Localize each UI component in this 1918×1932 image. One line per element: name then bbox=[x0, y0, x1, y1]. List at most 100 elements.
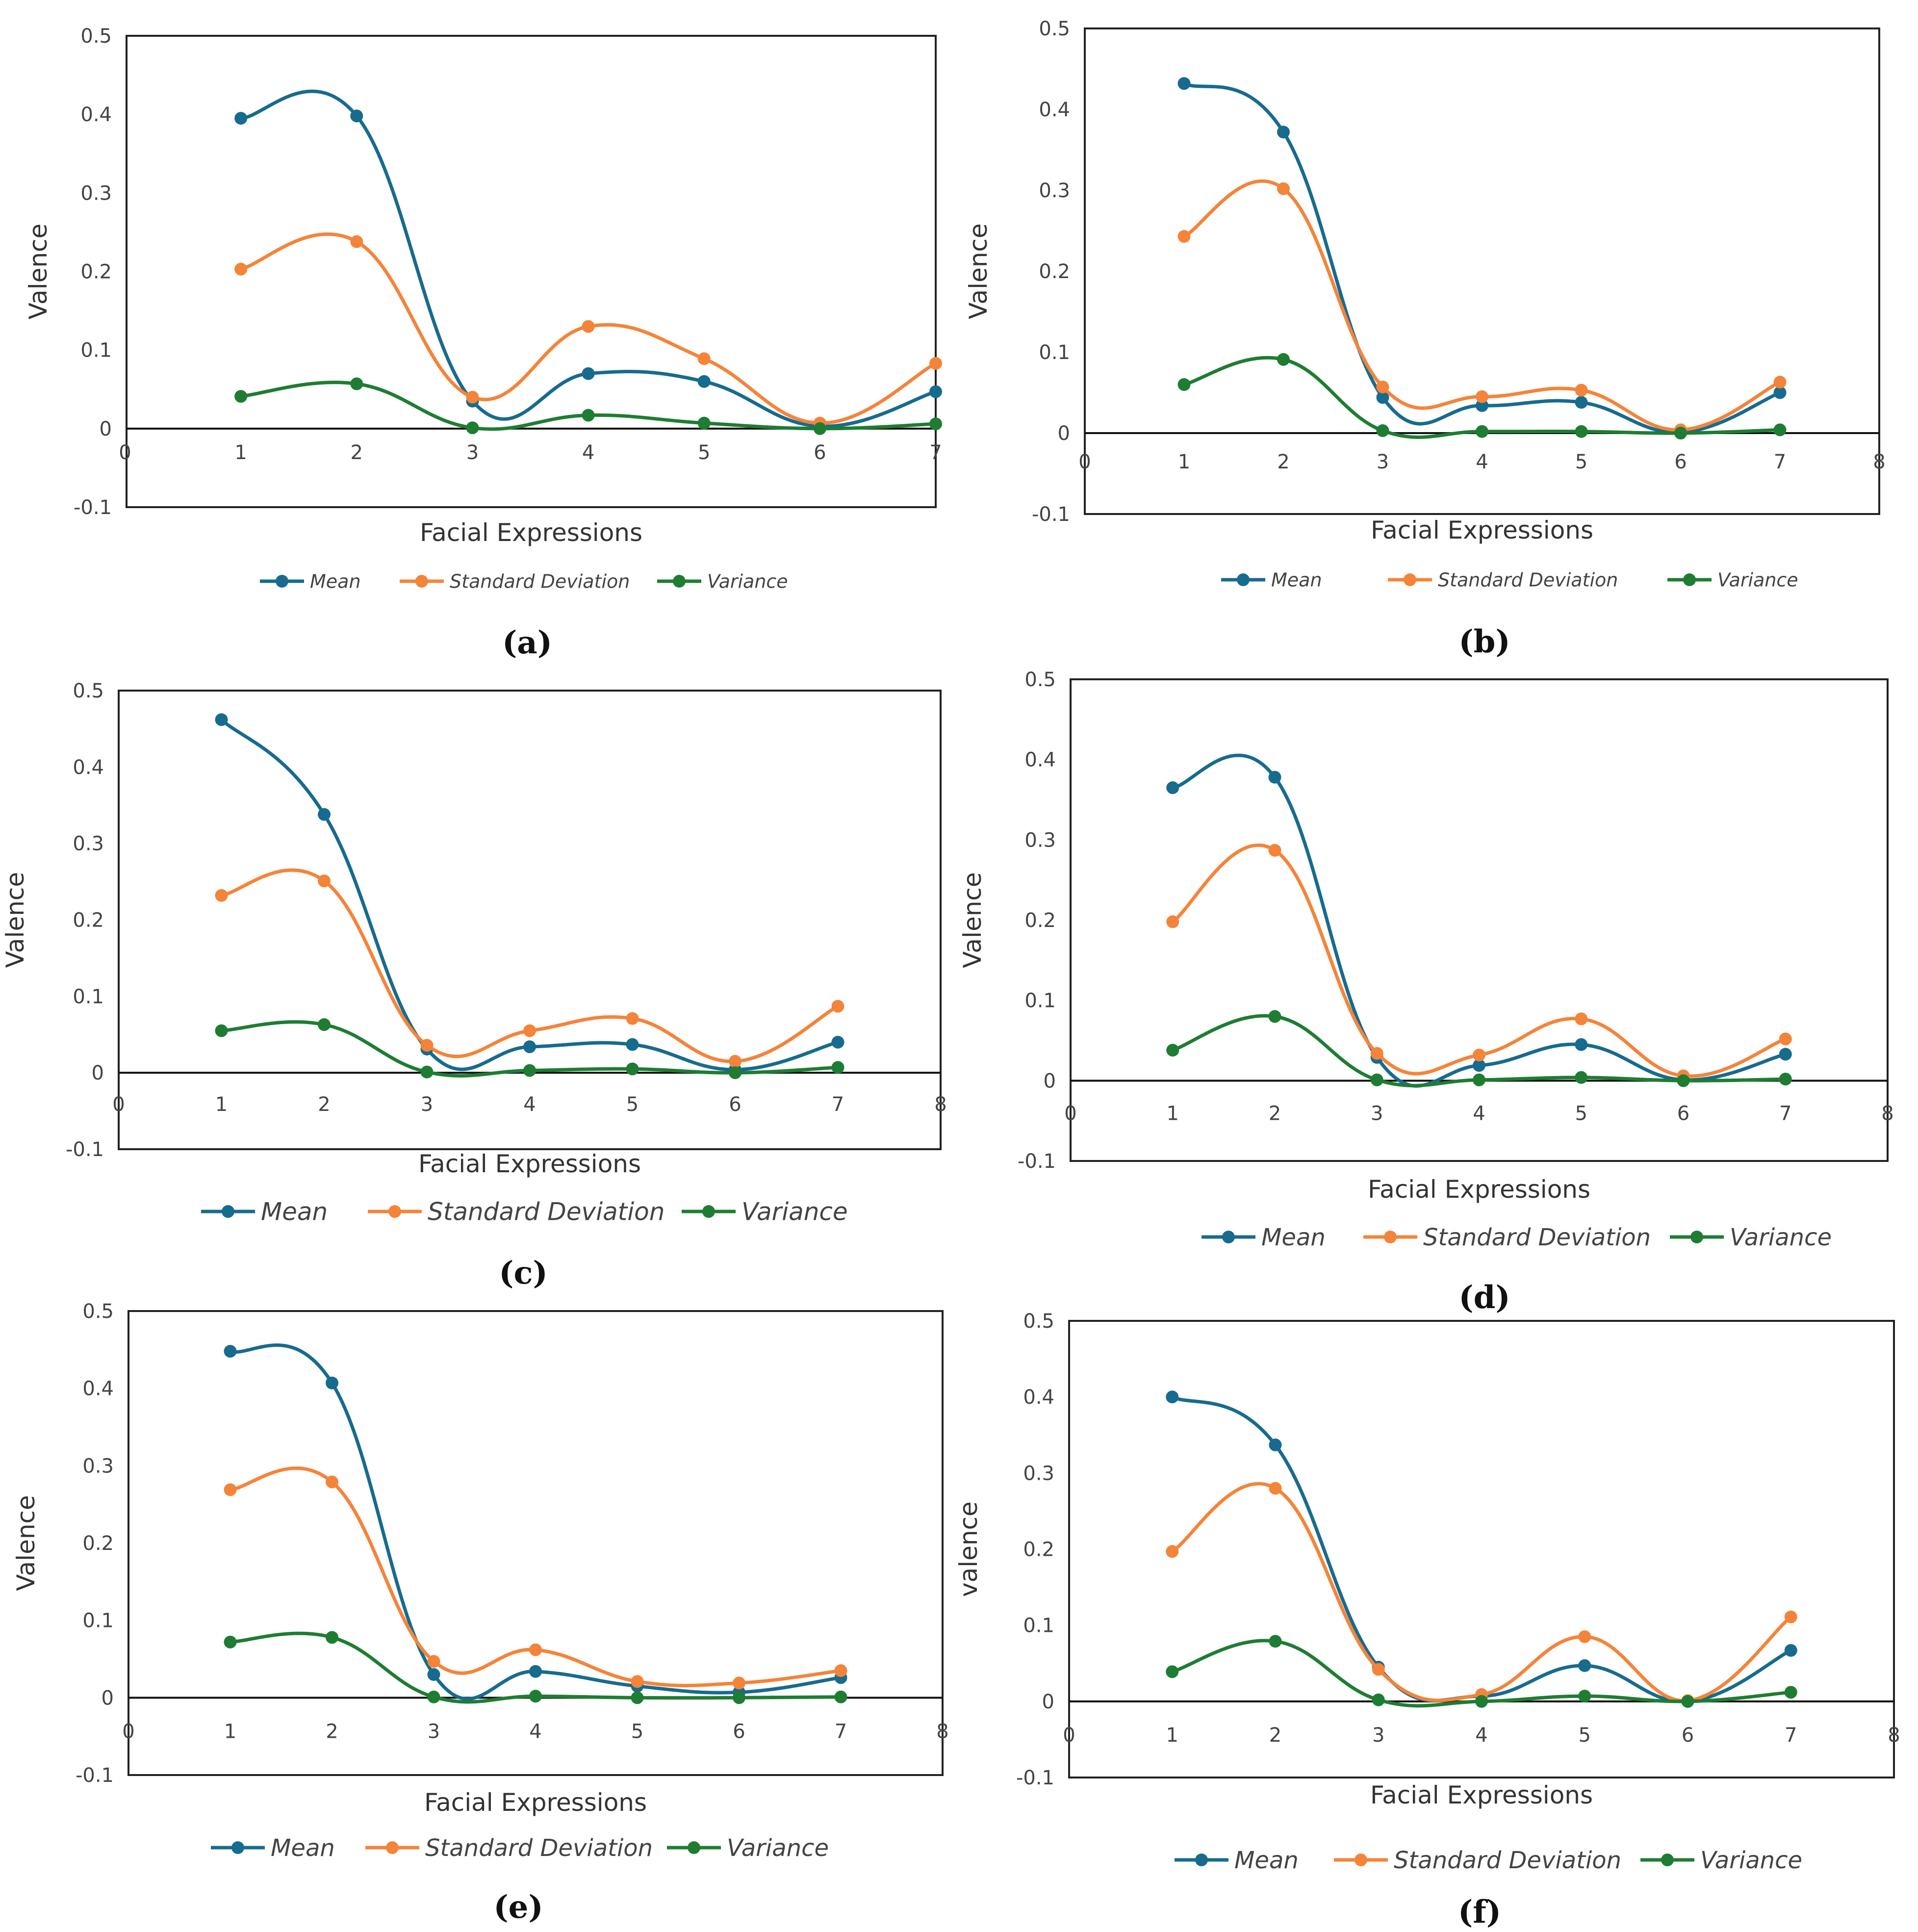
data-point bbox=[215, 713, 228, 726]
x-tick-label: 0 bbox=[112, 1093, 125, 1116]
y-tick-label: 0.4 bbox=[1024, 749, 1056, 772]
legend-marker bbox=[276, 575, 288, 588]
x-tick-label: 4 bbox=[1475, 1724, 1487, 1747]
data-point bbox=[1773, 386, 1787, 399]
chart-1: -0.1 0 0.1 0.2 0.3 0.4 0.5 0 1 2 3 4 5 6 7 8 Facial Expr… bbox=[964, 18, 1886, 660]
data-point bbox=[1784, 1610, 1797, 1623]
legend-marker bbox=[222, 1205, 234, 1218]
x-tick-label: 5 bbox=[1575, 1102, 1587, 1125]
legend-marker bbox=[388, 1205, 401, 1218]
y-tick-label: 0.1 bbox=[73, 985, 104, 1008]
data-point bbox=[813, 422, 826, 435]
x-tick-label: 6 bbox=[814, 441, 826, 464]
x-axis-title: Facial Expressions bbox=[418, 1150, 641, 1178]
data-point bbox=[427, 1655, 440, 1668]
data-point bbox=[529, 1643, 542, 1656]
y-tick-label: 0.3 bbox=[82, 1455, 114, 1477]
x-tick-label: 3 bbox=[1372, 1724, 1384, 1747]
data-point bbox=[1277, 182, 1290, 195]
legend-label: Mean bbox=[1271, 569, 1322, 591]
data-point bbox=[1166, 1044, 1179, 1057]
data-point bbox=[427, 1668, 440, 1681]
x-tick-label: 8 bbox=[1881, 1102, 1893, 1125]
legend-marker bbox=[702, 1205, 715, 1218]
data-point bbox=[697, 375, 711, 388]
legend-label: Standard Deviation bbox=[1423, 1224, 1651, 1251]
legend-marker bbox=[1195, 1854, 1208, 1866]
data-point bbox=[631, 1691, 644, 1704]
chart-4: -0.1 0 0.1 0.2 0.3 0.4 0.5 0 1 2 3 4 5 6 7 8 Facial Expr… bbox=[12, 1300, 949, 1926]
data-point bbox=[582, 409, 595, 422]
data-point bbox=[1575, 1071, 1588, 1084]
data-point bbox=[523, 1024, 536, 1037]
x-tick-label: 1 bbox=[234, 441, 247, 464]
legend-label: Mean bbox=[271, 1834, 335, 1862]
plot-frame bbox=[1070, 678, 1889, 1162]
series-line-1 bbox=[1172, 843, 1787, 1078]
y-tick-label: 0.2 bbox=[80, 261, 112, 283]
x-tick-label: 4 bbox=[1476, 451, 1488, 473]
data-point bbox=[1476, 390, 1488, 403]
x-tick-label: 7 bbox=[1774, 451, 1786, 473]
x-tick-label: 0 bbox=[122, 1720, 134, 1743]
data-point bbox=[1578, 1630, 1591, 1643]
x-tick-label: 2 bbox=[326, 1720, 338, 1743]
legend-marker bbox=[1690, 1231, 1703, 1243]
x-tick-label: 4 bbox=[523, 1093, 536, 1116]
y-tick-label: 0.2 bbox=[73, 909, 104, 932]
data-point bbox=[1269, 1482, 1282, 1495]
y-axis-title: Valence bbox=[964, 223, 993, 319]
data-point bbox=[1575, 384, 1588, 397]
data-point bbox=[1578, 1659, 1591, 1672]
x-axis-title: Facial Expressions bbox=[424, 1788, 647, 1817]
data-point bbox=[350, 377, 363, 390]
data-point bbox=[529, 1665, 542, 1678]
x-tick-label: 4 bbox=[582, 441, 594, 464]
x-tick-label: 6 bbox=[1677, 1102, 1689, 1125]
x-tick-label: 8 bbox=[1873, 451, 1885, 473]
data-point bbox=[420, 1039, 434, 1052]
y-tick-label: 0.1 bbox=[1024, 990, 1056, 1012]
data-point bbox=[1177, 77, 1191, 90]
legend-marker bbox=[1404, 573, 1416, 586]
data-point bbox=[1773, 423, 1787, 437]
legend-label: Standard Deviation bbox=[1394, 1847, 1621, 1874]
x-tick-label: 7 bbox=[1779, 1102, 1791, 1125]
data-point bbox=[929, 417, 942, 431]
y-tick-label: -0.1 bbox=[66, 1138, 104, 1161]
data-point bbox=[733, 1691, 745, 1704]
legend-label: Mean bbox=[310, 570, 361, 592]
x-tick-label: 0 bbox=[1063, 1724, 1075, 1747]
x-tick-label: 2 bbox=[1277, 451, 1289, 473]
y-tick-label: 0 bbox=[1058, 422, 1070, 445]
data-point bbox=[697, 416, 711, 430]
legend-label: Standard Deviation bbox=[1438, 569, 1618, 591]
y-tick-label: 0.5 bbox=[1039, 18, 1070, 40]
y-tick-label: 0 bbox=[1044, 1070, 1056, 1092]
data-point bbox=[1674, 427, 1687, 439]
x-tick-label: 3 bbox=[428, 1720, 440, 1743]
y-axis-title: valence bbox=[954, 1501, 983, 1597]
x-tick-label: 4 bbox=[529, 1720, 541, 1743]
data-point bbox=[1372, 1693, 1385, 1706]
data-point bbox=[1681, 1695, 1694, 1708]
legend-marker bbox=[1683, 573, 1696, 586]
y-axis-title: Valence bbox=[24, 224, 52, 320]
data-point bbox=[1677, 1074, 1690, 1087]
legend-marker bbox=[1222, 1231, 1235, 1243]
data-point bbox=[224, 1344, 237, 1358]
legend-label: Standard Deviation bbox=[425, 1834, 653, 1862]
data-point bbox=[318, 1018, 331, 1031]
y-tick-label: 0.3 bbox=[73, 833, 104, 855]
x-tick-label: 2 bbox=[318, 1093, 330, 1116]
x-tick-label: 0 bbox=[1064, 1102, 1076, 1125]
y-axis-title: Valence bbox=[12, 1495, 40, 1591]
data-point bbox=[234, 112, 248, 125]
data-point bbox=[318, 875, 331, 888]
legend-label: Variance bbox=[1730, 1224, 1832, 1251]
data-point bbox=[631, 1675, 644, 1688]
data-point bbox=[466, 390, 479, 404]
x-tick-label: 0 bbox=[1078, 451, 1091, 473]
data-point bbox=[1476, 399, 1488, 412]
legend-marker bbox=[1237, 573, 1250, 586]
